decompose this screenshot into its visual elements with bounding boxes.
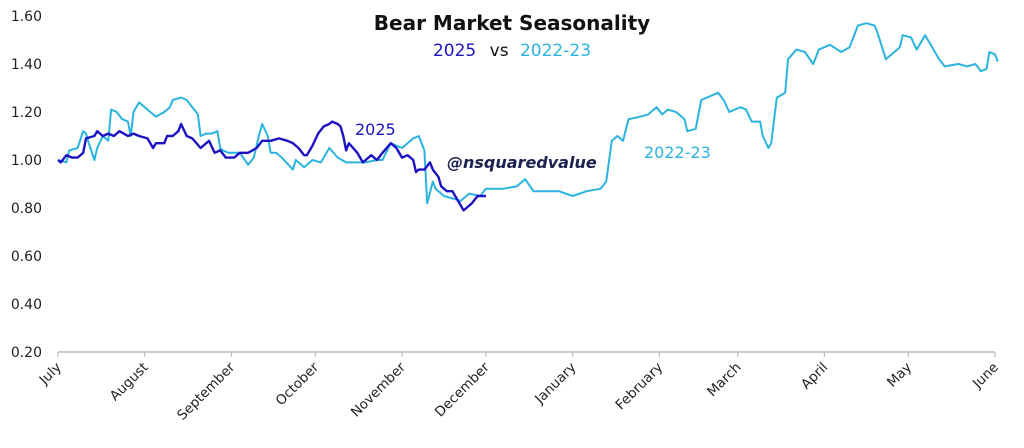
x-tick-label: January: [531, 360, 579, 408]
y-tick-label: 0.40: [11, 297, 42, 313]
annotation-2022-23: 2022-23: [644, 143, 711, 162]
y-tick-label: 0.20: [11, 345, 42, 361]
y-tick-label: 1.00: [11, 153, 42, 169]
watermark-nsquaredvalue: @nsquaredvalue: [447, 153, 597, 172]
x-tick-label: May: [884, 360, 915, 391]
annotation-2025: 2025: [355, 120, 396, 139]
chart-title: Bear Market Seasonality: [374, 11, 650, 35]
y-tick-label: 1.60: [11, 9, 42, 25]
x-tick-label: March: [704, 360, 744, 400]
series-lines: [57, 22, 999, 212]
x-tick-label: February: [613, 360, 667, 414]
x-tick-label: September: [174, 359, 238, 423]
series-line-2025: [57, 120, 486, 212]
x-axis: July August September October November Decemb…: [36, 351, 1002, 424]
y-tick-label: 1.40: [11, 57, 42, 73]
subtitle-2025: 2025: [433, 41, 476, 61]
y-tick-label: 0.80: [11, 201, 42, 217]
x-tick-label: July: [36, 360, 65, 389]
y-axis: 0.20 0.40 0.60 0.80 1.00 1.20 1.40 1.60: [11, 9, 42, 361]
series-line-2022-23: [57, 22, 999, 205]
x-tick-label: April: [798, 360, 831, 393]
x-tick-label: August: [107, 360, 152, 405]
subtitle-vs: vs: [490, 41, 509, 61]
x-tick-label: October: [273, 359, 323, 409]
subtitle-2022-23: 2022-23: [520, 41, 591, 61]
x-tick-label: December: [432, 359, 493, 420]
x-tick-label: November: [348, 359, 409, 420]
chart-subtitle: 2025 vs 2022-23: [433, 41, 591, 61]
y-tick-label: 1.20: [11, 105, 42, 121]
y-tick-label: 0.60: [11, 249, 42, 265]
x-tick-label: June: [969, 360, 1002, 393]
